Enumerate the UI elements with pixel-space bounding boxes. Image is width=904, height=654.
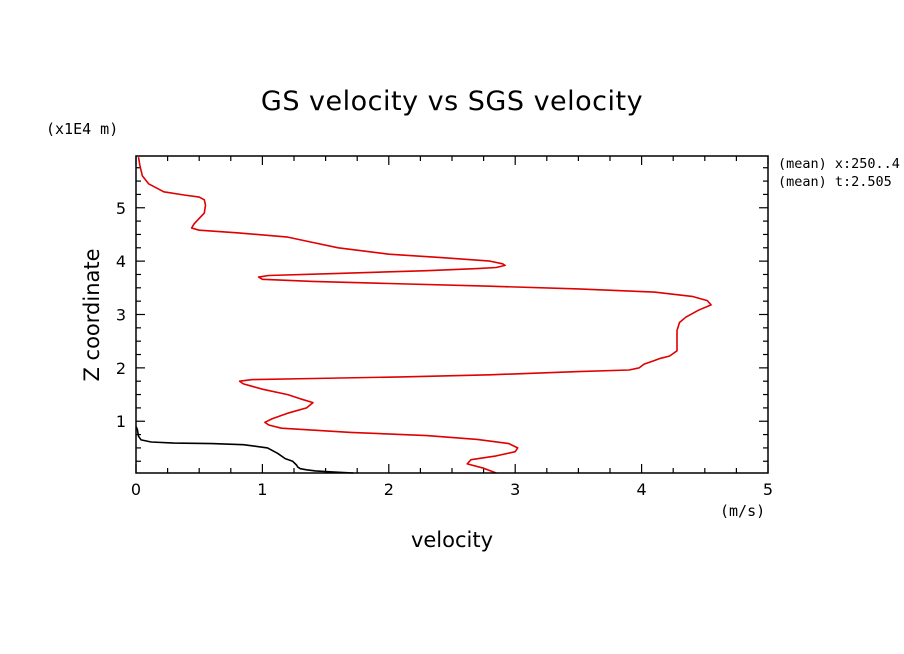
series-layer [135, 156, 712, 474]
y-tick-label: 1 [116, 412, 126, 431]
chart-title: GS velocity vs SGS velocity [260, 86, 644, 117]
x-tick-label: 4 [637, 480, 647, 499]
x-axis-label: velocity [410, 528, 494, 552]
y-axis-unit: (x1E4 m) [46, 120, 119, 138]
x-tick-label: 1 [257, 480, 267, 499]
ticks-layer: 0 1 2 3 4 5 1 2 3 4 5 [116, 156, 773, 499]
x-tick-label: 5 [763, 480, 773, 499]
series-line-red [137, 156, 712, 474]
y-tick-label: 2 [116, 359, 126, 378]
y-tick-label: 3 [116, 306, 126, 325]
x-tick-label: 0 [131, 480, 141, 499]
x-tick-label: 3 [510, 480, 520, 499]
annotation-mean-x: (mean) x:250..4 [778, 156, 900, 172]
x-axis-unit: (m/s) [720, 502, 766, 520]
x-tick-label: 2 [384, 480, 394, 499]
annotation-mean-t: (mean) t:2.505 [778, 174, 892, 190]
y-tick-label: 4 [116, 252, 126, 271]
y-tick-label: 5 [116, 199, 126, 218]
series-line-black [135, 426, 354, 474]
plot-frame [135, 155, 769, 474]
